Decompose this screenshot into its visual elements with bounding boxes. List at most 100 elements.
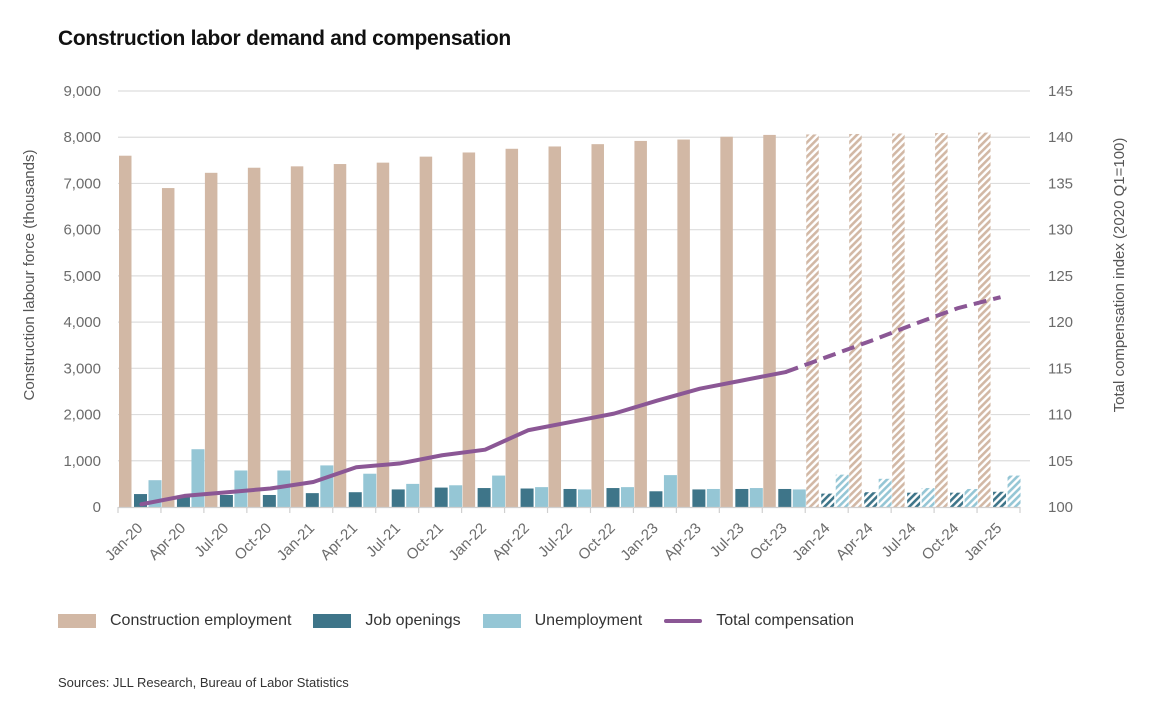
bar-job-openings bbox=[692, 489, 706, 507]
bar-job-openings bbox=[563, 488, 577, 507]
x-tick-label: Jan-24 bbox=[789, 520, 833, 564]
left-tick-label: 0 bbox=[93, 499, 101, 516]
bar-unemployment bbox=[191, 449, 205, 507]
bar-unemployment bbox=[277, 470, 291, 507]
left-tick-label: 6,000 bbox=[63, 222, 101, 239]
x-tick-label: Apr-22 bbox=[489, 520, 533, 564]
right-tick-label: 140 bbox=[1048, 129, 1073, 146]
right-tick-label: 120 bbox=[1048, 314, 1073, 331]
x-tick-label: Jan-21 bbox=[274, 520, 318, 564]
left-tick-label: 5,000 bbox=[63, 268, 101, 285]
bar-construction-employment bbox=[462, 152, 476, 507]
x-tick-label: Oct-22 bbox=[575, 520, 619, 564]
bar-job-openings bbox=[477, 488, 491, 507]
bar-job-openings bbox=[520, 488, 534, 507]
legend-label: Unemployment bbox=[534, 612, 643, 629]
bar-construction-employment bbox=[634, 140, 647, 508]
chart-plot: 0 1,000 2,000 3,000 4,000 5,000 6,000 7,000 8,00… bbox=[21, 83, 1128, 564]
bar-construction-employment bbox=[119, 155, 132, 507]
bars bbox=[119, 132, 1021, 508]
legend: Construction employment Job openings Une… bbox=[58, 612, 876, 630]
legend-item-job-openings: Job openings bbox=[313, 612, 461, 630]
legend-label: Job openings bbox=[365, 612, 461, 629]
source-note: Sources: JLL Research, Bureau of Labor S… bbox=[58, 675, 349, 690]
bar-construction-employment bbox=[419, 156, 433, 507]
legend-swatch-construction-employment bbox=[58, 614, 96, 628]
right-tick-label: 100 bbox=[1048, 499, 1073, 516]
legend-label: Construction employment bbox=[110, 612, 292, 629]
bar-unemployment bbox=[492, 475, 506, 507]
bar-construction-employment bbox=[290, 166, 304, 507]
right-tick-label: 115 bbox=[1048, 360, 1072, 377]
bar-unemployment bbox=[792, 489, 806, 507]
left-axis-ticks: 0 1,000 2,000 3,000 4,000 5,000 6,000 7,000 8,00… bbox=[63, 83, 101, 516]
compensation-line-group bbox=[139, 295, 1002, 507]
legend-item-construction-employment: Construction employment bbox=[58, 612, 291, 630]
bar-unemployment bbox=[449, 485, 463, 507]
right-tick-label: 145 bbox=[1048, 83, 1073, 100]
bar-construction-employment bbox=[247, 167, 261, 507]
bar-unemployment bbox=[878, 478, 892, 507]
bar-construction-employment bbox=[505, 148, 519, 507]
bar-job-openings bbox=[778, 488, 792, 507]
bar-construction-employment bbox=[978, 132, 991, 507]
x-tick-label: Apr-21 bbox=[317, 520, 361, 564]
left-tick-label: 1,000 bbox=[63, 453, 101, 470]
left-tick-label: 4,000 bbox=[63, 314, 101, 331]
x-tick-label: Jul-24 bbox=[879, 520, 920, 561]
left-tick-label: 9,000 bbox=[63, 83, 101, 100]
bar-unemployment bbox=[1007, 475, 1021, 507]
bar-unemployment bbox=[578, 489, 592, 507]
bar-job-openings bbox=[993, 491, 1007, 507]
bar-job-openings bbox=[907, 492, 921, 507]
left-tick-label: 3,000 bbox=[63, 360, 101, 377]
bar-unemployment bbox=[320, 465, 334, 507]
bar-unemployment bbox=[406, 483, 420, 507]
bar-unemployment bbox=[535, 487, 549, 507]
bar-unemployment bbox=[234, 470, 248, 507]
bar-unemployment bbox=[363, 473, 377, 507]
legend-label: Total compensation bbox=[716, 612, 855, 629]
bar-construction-employment bbox=[806, 134, 819, 507]
bar-construction-employment bbox=[677, 139, 690, 508]
x-tick-label: Apr-20 bbox=[145, 520, 189, 564]
bar-unemployment bbox=[749, 488, 763, 507]
bar-construction-employment bbox=[591, 144, 604, 507]
bar-job-openings bbox=[950, 492, 964, 507]
bar-job-openings bbox=[348, 492, 362, 507]
left-axis-title: Construction labour force (thousands) bbox=[21, 150, 38, 401]
right-tick-label: 135 bbox=[1048, 175, 1073, 192]
bar-construction-employment bbox=[376, 162, 390, 507]
left-tick-label: 8,000 bbox=[63, 129, 101, 146]
right-tick-label: 110 bbox=[1048, 407, 1072, 424]
bar-job-openings bbox=[821, 493, 835, 507]
bar-construction-employment bbox=[935, 133, 948, 507]
right-tick-label: 105 bbox=[1048, 453, 1073, 470]
x-tick-label: Oct-20 bbox=[231, 520, 275, 564]
bar-construction-employment bbox=[892, 133, 905, 507]
bar-job-openings bbox=[176, 495, 190, 507]
right-tick-label: 125 bbox=[1048, 268, 1073, 285]
x-tick-label: Apr-24 bbox=[833, 520, 877, 564]
legend-swatch-unemployment bbox=[482, 614, 521, 628]
legend-swatch-job-openings bbox=[313, 614, 352, 628]
bar-unemployment bbox=[964, 488, 978, 507]
left-tick-label: 2,000 bbox=[63, 407, 101, 424]
x-tick-label: Apr-23 bbox=[661, 520, 705, 564]
legend-item-unemployment: Unemployment bbox=[482, 612, 643, 630]
bar-job-openings bbox=[391, 489, 405, 507]
bar-unemployment bbox=[835, 474, 849, 507]
x-tick-label: Jul-21 bbox=[363, 520, 404, 561]
bar-construction-employment bbox=[849, 133, 862, 507]
compensation-line-forecast bbox=[785, 295, 1002, 374]
bar-construction-employment bbox=[763, 134, 776, 507]
right-axis-ticks: 100 105 110 115 120 125 130 135 140 145 bbox=[1048, 83, 1073, 516]
x-tick-label: Oct-21 bbox=[403, 520, 447, 564]
bar-construction-employment bbox=[204, 172, 218, 507]
bar-job-openings bbox=[864, 492, 878, 507]
x-tick-label: Jul-23 bbox=[707, 520, 748, 561]
left-tick-label: 7,000 bbox=[63, 175, 101, 192]
bar-unemployment bbox=[620, 487, 634, 507]
bar-construction-employment bbox=[333, 164, 347, 507]
